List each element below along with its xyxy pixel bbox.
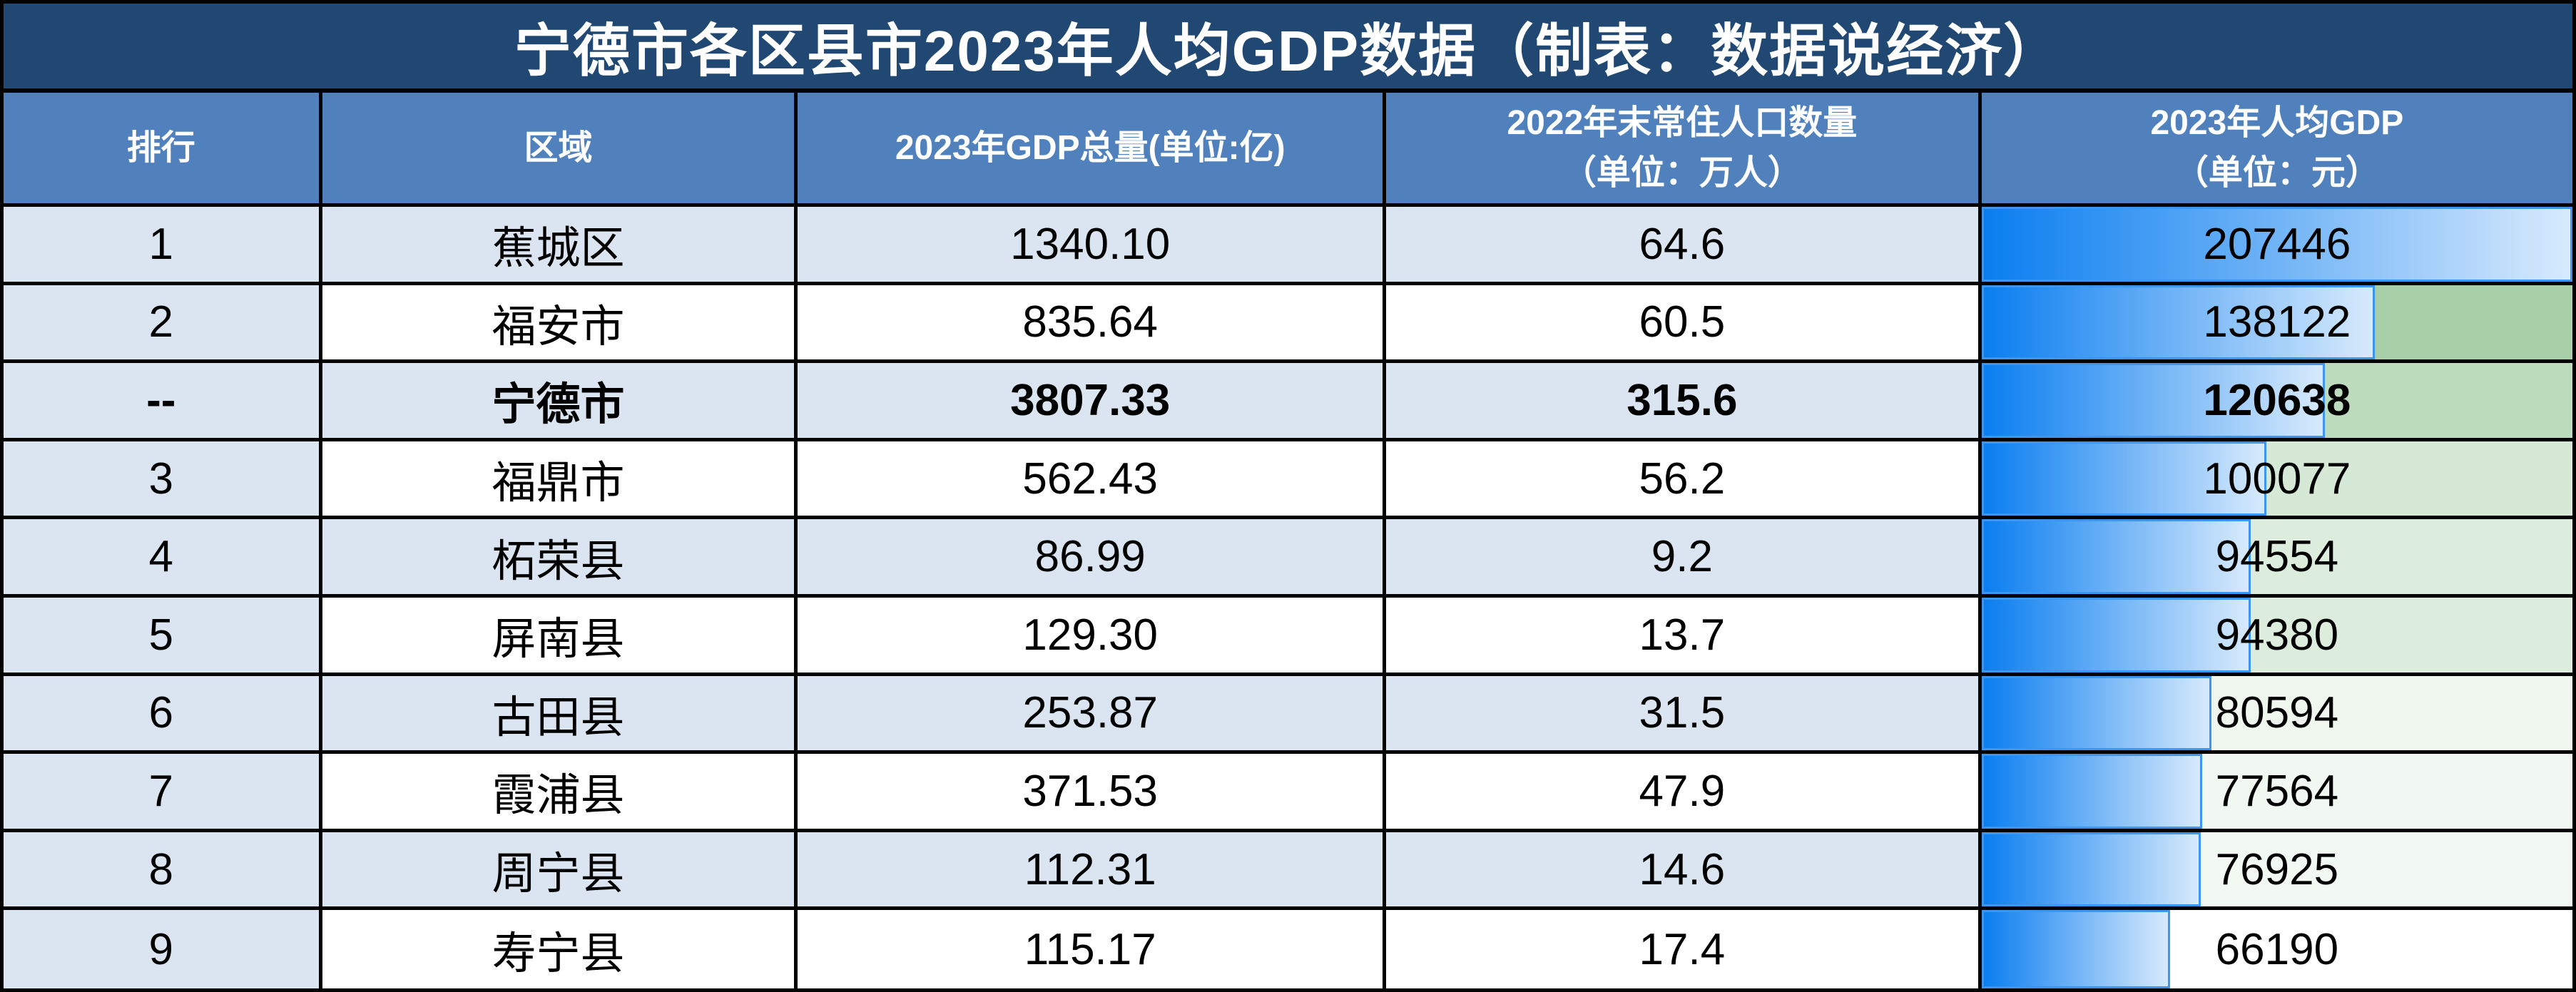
population-cell: 9.2 xyxy=(1386,519,1982,598)
population-cell: 17.4 xyxy=(1386,910,1982,988)
region-cell: 蕉城区 xyxy=(322,207,798,285)
data-bar xyxy=(1981,675,2211,751)
column-header-population-unit: （单位：万人） xyxy=(1562,153,1802,192)
population-cell: 47.9 xyxy=(1386,754,1982,832)
region-cell: 柘荣县 xyxy=(322,519,798,598)
gdp-cell: 115.17 xyxy=(798,910,1387,988)
table-title: 宁德市各区县市2023年人均GDP数据（制表：数据说经济） xyxy=(4,4,2572,93)
column-header-per-capita-gdp-unit: （单位：元） xyxy=(2174,153,2380,192)
population-cell: 64.6 xyxy=(1386,207,1982,285)
region-cell: 古田县 xyxy=(322,675,798,755)
region-cell: 福安市 xyxy=(322,285,798,364)
data-bar xyxy=(1981,363,2326,438)
gdp-cell: 253.87 xyxy=(798,675,1387,755)
per-capita-cell: 80594 xyxy=(1981,675,2572,755)
column-header-region-label: 区域 xyxy=(524,128,593,167)
rank-cell: 8 xyxy=(4,832,322,911)
rank-cell: -- xyxy=(4,363,322,441)
population-cell: 13.7 xyxy=(1386,597,1982,676)
column-header-gdp-total: 2023年GDP总量(单位:亿) xyxy=(798,93,1387,207)
column-header-gdp-total-label: 2023年GDP总量(单位:亿) xyxy=(895,128,1286,167)
data-bar xyxy=(1981,519,2251,594)
gdp-cell: 112.31 xyxy=(798,832,1387,911)
column-header-population: 2022年末常住人口数量 （单位：万人） xyxy=(1386,93,1982,207)
region-cell: 福鼎市 xyxy=(322,441,798,520)
per-capita-cell: 94380 xyxy=(1981,597,2572,676)
gdp-cell: 371.53 xyxy=(798,754,1387,832)
rank-cell: 6 xyxy=(4,675,322,755)
rank-cell: 4 xyxy=(4,519,322,598)
per-capita-cell: 100077 xyxy=(1981,441,2572,520)
gdp-cell: 3807.33 xyxy=(798,363,1387,441)
column-header-population-label: 2022年末常住人口数量 xyxy=(1507,103,1858,142)
per-capita-cell: 207446 xyxy=(1981,207,2572,285)
population-cell: 56.2 xyxy=(1386,441,1982,520)
per-capita-cell: 94554 xyxy=(1981,519,2572,598)
per-capita-cell: 76925 xyxy=(1981,832,2572,911)
region-cell: 宁德市 xyxy=(322,363,798,441)
per-capita-cell: 120638 xyxy=(1981,363,2572,441)
data-bar xyxy=(1981,910,2170,988)
rank-cell: 9 xyxy=(4,910,322,988)
population-cell: 315.6 xyxy=(1386,363,1982,441)
population-cell: 14.6 xyxy=(1386,832,1982,911)
data-bar xyxy=(1981,285,2376,360)
gdp-cell: 86.99 xyxy=(798,519,1387,598)
region-cell: 寿宁县 xyxy=(322,910,798,988)
population-cell: 60.5 xyxy=(1386,285,1982,364)
column-header-rank-label: 排行 xyxy=(126,128,195,167)
population-cell: 31.5 xyxy=(1386,675,1982,755)
gdp-cell: 1340.10 xyxy=(798,207,1387,285)
per-capita-cell: 138122 xyxy=(1981,285,2572,364)
data-bar xyxy=(1981,207,2572,282)
column-header-rank: 排行 xyxy=(4,93,322,207)
region-cell: 周宁县 xyxy=(322,832,798,911)
per-capita-cell: 66190 xyxy=(1981,910,2572,988)
column-header-per-capita-gdp: 2023年人均GDP （单位：元） xyxy=(1981,93,2572,207)
rank-cell: 1 xyxy=(4,207,322,285)
gdp-cell: 562.43 xyxy=(798,441,1387,520)
rank-cell: 7 xyxy=(4,754,322,832)
data-bar xyxy=(1981,832,2201,907)
gdp-cell: 835.64 xyxy=(798,285,1387,364)
data-bar xyxy=(1981,597,2251,673)
rank-cell: 3 xyxy=(4,441,322,520)
gdp-cell: 129.30 xyxy=(798,597,1387,676)
column-header-region: 区域 xyxy=(322,93,798,207)
region-cell: 屏南县 xyxy=(322,597,798,676)
data-bar xyxy=(1981,441,2267,516)
rank-cell: 2 xyxy=(4,285,322,364)
data-bar xyxy=(1981,754,2203,829)
region-cell: 霞浦县 xyxy=(322,754,798,832)
column-header-per-capita-gdp-label: 2023年人均GDP xyxy=(2150,103,2404,142)
per-capita-cell: 77564 xyxy=(1981,754,2572,832)
rank-cell: 5 xyxy=(4,597,322,676)
